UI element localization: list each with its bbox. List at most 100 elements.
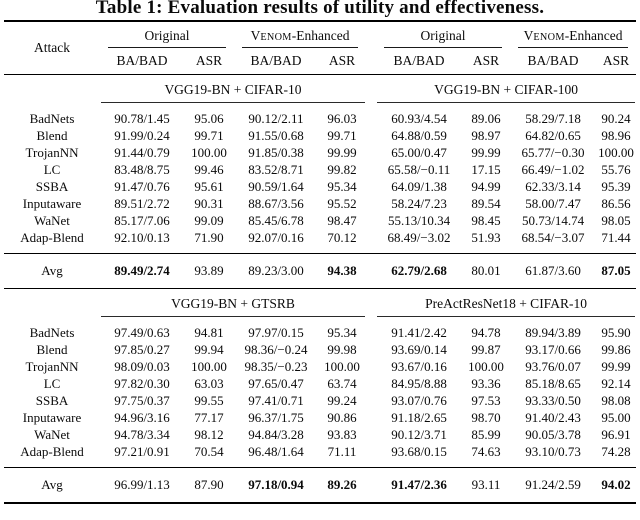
value-cell: 85.17/7.06 [114,213,170,228]
value-cell: 99.24 [327,393,357,408]
value-cell: 96.37/1.75 [248,410,304,425]
value-cell: 83.52/8.71 [248,162,304,177]
avg-value-cell: 91.47/2.36 [376,467,463,504]
value-cell: 83.48/8.75 [114,162,170,177]
results-table: Attack Original VENOM-Enhanced Original … [4,20,637,504]
table-row-wanet: WaNet 85.17/7.06 99.09 85.45/6.78 98.47 55.13… [4,212,636,229]
attack-name: LC [43,376,61,391]
value-cell: 71.11 [327,444,357,459]
value-cell: 71.44 [601,230,631,245]
value-cell: 90.24 [601,111,631,126]
venom-suffix: -Enhanced [564,28,623,43]
gap-cell [366,467,377,504]
avg-value-cell: 62.79/2.68 [376,253,463,289]
value-cell: 91.85/0.38 [248,145,304,160]
avg-value-cell: 89.26 [318,467,367,504]
section-title-row: VGG19-BN + GTSRB PreActResNet18 + CIFAR-1… [4,289,636,317]
gap-cell [366,144,376,161]
table-row-badnets: BadNets 90.78/1.45 95.06 90.12/2.11 96.03 60.… [4,103,636,127]
col-header-asr-4: ASR [596,48,637,75]
sub-header-row: BA/BAD ASR BA/BAD ASR BA/BAD ASR BA/BAD … [4,48,637,75]
value-cell: 98.05 [601,213,631,228]
section-title-text: VGG19-BN + GTSRB [101,296,366,317]
section-title-text: PreActResNet18 + CIFAR-10 [377,296,636,317]
attack-name: WaNet [34,427,70,442]
gap-cell [366,195,376,212]
value-cell: 99.98 [327,342,357,357]
avg-value-cell: 93.11 [462,467,511,504]
value-cell: 74.63 [471,444,501,459]
section-title-right: PreActResNet18 + CIFAR-10 [376,289,636,317]
value-cell: 98.12 [194,427,224,442]
avg-value-cell: 80.01 [462,253,511,289]
col-group-original-left: Original [100,21,234,48]
value-cell: 84.95/8.88 [391,376,447,391]
value-cell: 90.59/1.64 [248,179,304,194]
value-cell: 98.96 [601,128,631,143]
table-row-ssba: SSBA 97.75/0.37 99.55 97.41/0.71 99.24 93.07/… [4,392,636,409]
value-cell: 98.70 [471,410,501,425]
value-cell: 94.99 [471,179,501,194]
value-cell: 94.78/3.34 [114,427,170,442]
avg-value-cell: 89.23/3.00 [234,253,318,289]
col-group-venom-right: VENOM-Enhanced [510,21,636,48]
value-cell: 100.00 [191,359,227,374]
value-cell: 91.18/2.65 [391,410,447,425]
value-cell: 58.29/7.18 [525,111,581,126]
value-cell: 65.00/0.47 [391,145,447,160]
value-cell: 98.36/−0.24 [244,342,308,357]
value-cell: 93.69/0.14 [391,342,447,357]
value-cell: 97.49/0.63 [114,325,170,340]
value-cell: 91.55/0.68 [248,128,304,143]
value-cell: 95.90 [601,325,631,340]
value-cell: 93.10/0.73 [525,444,581,459]
value-cell: 65.58/−0.11 [387,162,451,177]
gap-cell [366,392,376,409]
col-header-babad-1: BA/BAD [100,48,184,75]
value-cell: 77.17 [194,410,224,425]
value-cell: 70.54 [194,444,224,459]
gap-cell [366,375,376,392]
value-cell: 98.97 [471,128,501,143]
value-cell: 92.14 [601,376,631,391]
gap-cell [366,317,376,341]
avg-value-cell: 94.38 [318,253,367,289]
gap-cell [366,229,376,254]
col-group-venom-left: VENOM-Enhanced [234,21,366,48]
value-cell: 99.46 [194,162,224,177]
value-cell: 92.10/0.13 [114,230,170,245]
column-gap [366,21,377,75]
value-cell: 100.00 [324,359,360,374]
value-cell: 85.99 [471,427,501,442]
attack-name: WaNet [34,213,70,228]
value-cell: 93.36 [471,376,501,391]
value-cell: 93.33/0.50 [525,393,581,408]
value-cell: 95.39 [601,179,631,194]
gap-cell [366,127,376,144]
value-cell: 97.21/0.91 [114,444,170,459]
table-row-inputaware: Inputaware 94.96/3.16 77.17 96.37/1.75 90.86… [4,409,636,426]
col-header-asr-2: ASR [318,48,367,75]
value-cell: 64.09/1.38 [391,179,447,194]
col-header-babad-2: BA/BAD [234,48,318,75]
attack-name: Blend [36,128,68,143]
table-caption: Table 1: Evaluation results of utility a… [95,0,545,18]
col-group-original-right: Original [376,21,510,48]
gap-cell [366,178,376,195]
col-group-label: VENOM-Enhanced [242,28,359,48]
value-cell: 99.71 [327,128,357,143]
table-row-adap-blend: Adap-Blend 97.21/0.91 70.54 96.48/1.64 71.11… [4,443,636,468]
col-header-asr-1: ASR [184,48,234,75]
value-cell: 96.91 [601,427,631,442]
avg-label: Avg [4,467,100,504]
value-cell: 86.56 [601,196,631,211]
value-cell: 51.93 [471,230,501,245]
value-cell: 93.07/0.76 [391,393,447,408]
value-cell: 93.68/0.15 [391,444,447,459]
attack-name: Blend [36,342,68,357]
table-header: Attack Original VENOM-Enhanced Original … [4,21,637,75]
value-cell: 58.24/7.23 [391,196,447,211]
value-cell: 99.09 [194,213,224,228]
value-cell: 17.15 [471,162,501,177]
value-cell: 98.09/0.03 [114,359,170,374]
